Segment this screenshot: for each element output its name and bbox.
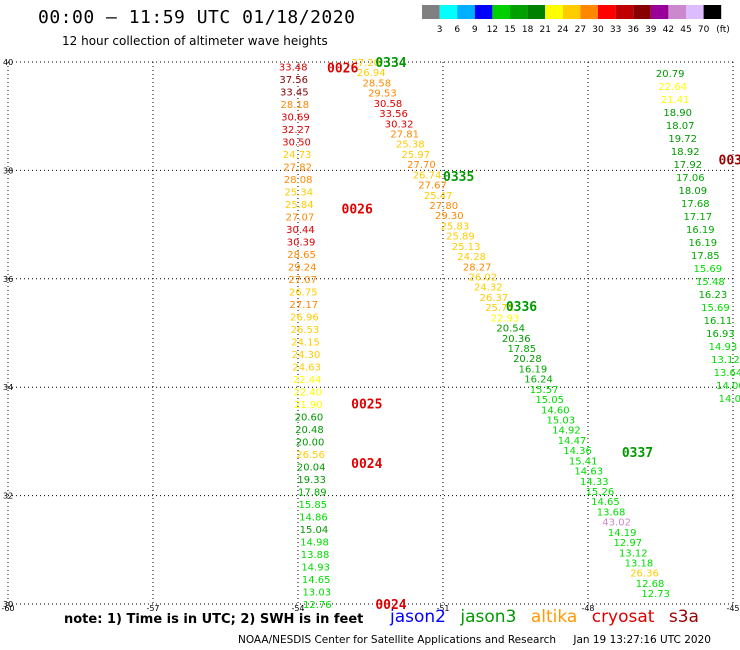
swh-value-label: 14.65 <box>302 575 331 586</box>
pass-time-label: 0334 <box>375 56 406 71</box>
swh-value-label: 28.18 <box>281 100 310 111</box>
legend-jason3: jason3 <box>460 607 516 627</box>
pass-time-label: 0026 <box>327 61 358 76</box>
swh-value-label: 13.88 <box>301 550 330 561</box>
swh-value-label: 22.44 <box>293 375 322 386</box>
legend-altika: altika <box>531 607 578 627</box>
swh-value-label: 16.23 <box>699 290 728 301</box>
swh-value-label: 12.76 <box>303 600 332 611</box>
swh-value-label: 13.03 <box>302 587 331 598</box>
y-tick-label: 32 <box>3 492 13 501</box>
swh-value-label: 28.65 <box>287 250 316 261</box>
swh-value-label: 25.84 <box>285 200 314 211</box>
swh-value-label: 18.90 <box>663 108 692 119</box>
swh-value-label: 27.07 <box>288 275 317 286</box>
swh-value-label: 15.69 <box>701 303 730 314</box>
pass-time-label: 0026 <box>342 202 373 217</box>
pass-time-label: 0336 <box>506 300 537 315</box>
swh-value-label: 15.48 <box>696 277 725 288</box>
swh-value-label: 20.04 <box>297 462 326 473</box>
swh-value-label: 24.73 <box>283 150 312 161</box>
swh-value-label: 17.06 <box>676 173 705 184</box>
credit-line: NOAA/NESDIS Center for Satellite Applica… <box>238 634 725 646</box>
swh-value-label: 30.39 <box>287 237 316 248</box>
swh-value-label: 20.79 <box>656 69 685 80</box>
legend-jason2: jason2 <box>390 607 446 627</box>
swh-value-label: 16.19 <box>689 238 718 249</box>
pass-time-label: 0335 <box>443 170 474 185</box>
swh-value-label: 30.50 <box>282 137 311 148</box>
swh-value-label: 27.07 <box>286 212 315 223</box>
swh-value-label: 21.90 <box>294 400 323 411</box>
swh-value-label: 16.19 <box>686 225 715 236</box>
swh-value-label: 24.63 <box>292 362 321 373</box>
swh-value-label: 14.00 <box>719 394 740 405</box>
swh-value-label: 29.24 <box>288 262 317 273</box>
swh-value-label: 17.17 <box>683 212 712 223</box>
swh-value-label: 14.98 <box>300 537 329 548</box>
swh-value-label: 20.48 <box>295 425 324 436</box>
swh-value-label: 16.93 <box>706 329 735 340</box>
swh-value-label: 24.30 <box>292 350 321 361</box>
swh-value-label: 14.93 <box>709 342 738 353</box>
x-tick-label: -45 <box>726 604 739 613</box>
swh-value-label: 32.27 <box>282 125 311 136</box>
swh-value-label: 26.56 <box>296 450 325 461</box>
swh-value-label: 21.41 <box>661 95 690 106</box>
swh-value-label: 12.73 <box>641 589 670 600</box>
swh-value-label: 28.08 <box>284 175 313 186</box>
swh-value-label: 14.93 <box>301 562 330 573</box>
swh-value-label: 26.96 <box>290 312 319 323</box>
swh-value-label: 15.69 <box>694 264 723 275</box>
swh-value-label: 15.04 <box>300 525 329 536</box>
wave-height-map: -60 -57 -54 -51 -48 -45303234363840 33.4837.56… <box>0 0 740 650</box>
credit-time: Jan 19 13:27:16 UTC 2020 <box>573 634 711 646</box>
swh-value-label: 19.72 <box>668 134 697 145</box>
swh-value-label: 20.00 <box>296 437 325 448</box>
swh-value-label: 18.92 <box>671 147 700 158</box>
swh-value-label: 30.44 <box>286 225 315 236</box>
swh-value-label: 13.12 <box>711 355 740 366</box>
swh-value-label: 26.75 <box>289 287 318 298</box>
swh-value-label: 27.17 <box>290 300 319 311</box>
swh-value-label: 20.60 <box>295 412 324 423</box>
pass-time-label: 0025 <box>351 397 382 412</box>
y-tick-label: 36 <box>3 275 13 284</box>
swh-value-label: 26.53 <box>291 325 320 336</box>
y-tick-label: 40 <box>3 58 13 67</box>
swh-value-label: 19.33 <box>297 475 326 486</box>
swh-value-label: 14.86 <box>299 512 328 523</box>
swh-value-label: 25.34 <box>284 187 313 198</box>
swh-value-label: 15.85 <box>299 500 328 511</box>
pass-time-label: 0036 <box>719 154 740 169</box>
swh-value-label: 13.64 <box>714 368 740 379</box>
pass-time-label: 0024 <box>351 457 382 472</box>
swh-value-label: 16.11 <box>704 316 733 327</box>
credit-org: NOAA/NESDIS Center for Satellite Applica… <box>238 634 556 646</box>
pass-time-label: 0337 <box>622 446 653 461</box>
swh-value-label: 17.85 <box>691 251 720 262</box>
swh-value-label: 33.45 <box>280 87 309 98</box>
legend-s3a: s3a <box>669 607 699 627</box>
swh-value-label: 17.92 <box>673 160 702 171</box>
swh-value-label: 22.40 <box>293 387 322 398</box>
legend-cryosat: cryosat <box>592 607 655 627</box>
swh-value-label: 17.89 <box>298 487 327 498</box>
swh-value-label: 18.09 <box>678 186 707 197</box>
swh-value-label: 24.15 <box>291 337 320 348</box>
swh-value-label: 18.07 <box>666 121 695 132</box>
swh-value-label: 17.68 <box>681 199 710 210</box>
y-tick-label: 38 <box>3 166 13 175</box>
swh-value-label: 27.82 <box>283 162 312 173</box>
y-tick-label: 34 <box>3 383 13 392</box>
swh-value-label: 37.56 <box>279 75 308 86</box>
swh-value-label: 22.64 <box>658 82 687 93</box>
y-tick-label: 30 <box>3 600 13 609</box>
swh-value-label: 33.48 <box>279 62 308 73</box>
swh-value-label: 30.69 <box>281 112 310 123</box>
swh-value-label: 14.00 <box>716 381 740 392</box>
footer-note: note: 1) Time is in UTC; 2) SWH is in fe… <box>64 612 363 627</box>
satellite-legend: jason2 jason3 altika cryosat s3a <box>390 607 708 627</box>
